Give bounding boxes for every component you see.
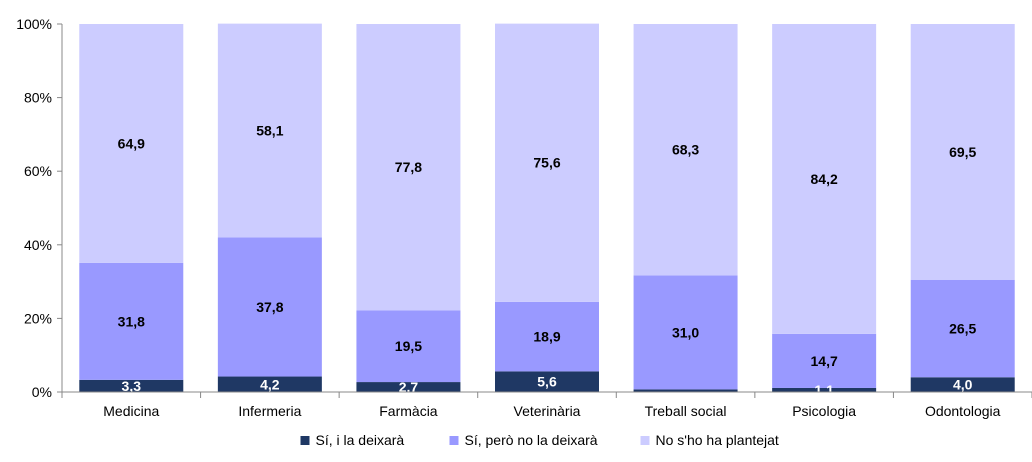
bar-segment-1-4 <box>495 371 599 392</box>
data-label-3-4: 75,6 <box>533 155 560 171</box>
bar-segment-2-4 <box>495 301 599 372</box>
bar-segment-1-5 <box>633 389 738 392</box>
y-tick-label-1: 0% <box>32 384 52 400</box>
legend: Sí, i la deixarà Sí, però no la deixarà No… <box>300 432 779 448</box>
category-label-2: Infermeria <box>238 403 301 419</box>
y-tick-label-2: 20% <box>24 310 52 326</box>
bar-segment-3-6 <box>772 24 877 334</box>
category-label-3: Farmàcia <box>379 403 438 419</box>
bar-segment-1-3 <box>356 382 461 392</box>
data-label-3-5: 68,3 <box>672 142 699 158</box>
y-tick-label-6: 100% <box>16 16 52 32</box>
bar-segment-2-5 <box>633 275 738 390</box>
data-label-2-4: 18,9 <box>533 329 560 345</box>
data-label-1-1: 3,3 <box>122 378 142 394</box>
bar-segment-3-7 <box>910 24 1015 280</box>
bar-segment-3-1 <box>79 24 184 263</box>
bar-segment-1-2 <box>217 376 322 392</box>
data-label-2-7: 26,5 <box>949 321 976 337</box>
category-label-7: Odontologia <box>925 403 1001 419</box>
legend-label-1: Sí, i la deixarà <box>316 432 405 448</box>
legend-swatch-3 <box>640 436 650 445</box>
bars-layer <box>79 23 1015 392</box>
data-label-2-5: 31,0 <box>672 324 699 340</box>
bar-segment-1-7 <box>910 377 1015 392</box>
bar-segment-2-6 <box>772 333 877 388</box>
bar-segment-2-1 <box>79 262 184 380</box>
y-tick-label-5: 80% <box>24 90 52 106</box>
bar-segment-1-1 <box>79 379 184 392</box>
bar-segment-3-2 <box>217 23 322 238</box>
data-label-3-3: 77,8 <box>395 159 422 175</box>
axes-layer: Medicina Infermeria Farmàcia Veterinària Tre… <box>16 16 1032 419</box>
bar-segment-3-5 <box>633 24 738 276</box>
data-label-1-7: 4,0 <box>953 377 973 393</box>
data-label-3-2: 58,1 <box>256 123 283 139</box>
data-label-1-6: 1,1 <box>814 382 834 398</box>
legend-swatch-1 <box>300 436 310 445</box>
legend-swatch-2 <box>449 436 459 445</box>
y-tick-label-3: 40% <box>24 237 52 253</box>
category-label-1: Medicina <box>103 403 159 419</box>
data-label-3-6: 84,2 <box>811 171 838 187</box>
category-label-6: Psicologia <box>792 403 856 419</box>
value-labels-layer: 3,3 31,8 64,9 4,2 37,8 58,1 2,7 19,5 77,8 5,6 18,9… <box>118 123 977 398</box>
data-label-1-2: 4,2 <box>260 376 280 392</box>
data-label-2-2: 37,8 <box>256 299 283 315</box>
data-label-3-1: 64,9 <box>118 135 145 151</box>
y-tick-label-4: 60% <box>24 163 52 179</box>
bar-segment-2-7 <box>910 279 1015 378</box>
data-label-2-6: 14,7 <box>811 353 838 369</box>
data-label-3-7: 69,5 <box>949 144 976 160</box>
data-label-1-3: 2,7 <box>399 379 419 395</box>
category-label-4: Veterinària <box>514 403 581 419</box>
legend-label-3: No s'ho ha plantejat <box>656 432 779 448</box>
bar-segment-3-4 <box>495 23 599 302</box>
data-label-2-1: 31,8 <box>118 313 145 329</box>
data-label-1-4: 5,6 <box>537 374 557 390</box>
legend-label-2: Sí, però no la deixarà <box>465 432 598 448</box>
bar-segment-1-6 <box>772 387 877 392</box>
bar-segment-2-2 <box>217 237 322 377</box>
category-label-5: Treball social <box>645 403 727 419</box>
bar-segment-3-3 <box>356 24 461 311</box>
data-label-2-3: 19,5 <box>395 338 422 354</box>
bar-segment-2-3 <box>356 310 461 383</box>
